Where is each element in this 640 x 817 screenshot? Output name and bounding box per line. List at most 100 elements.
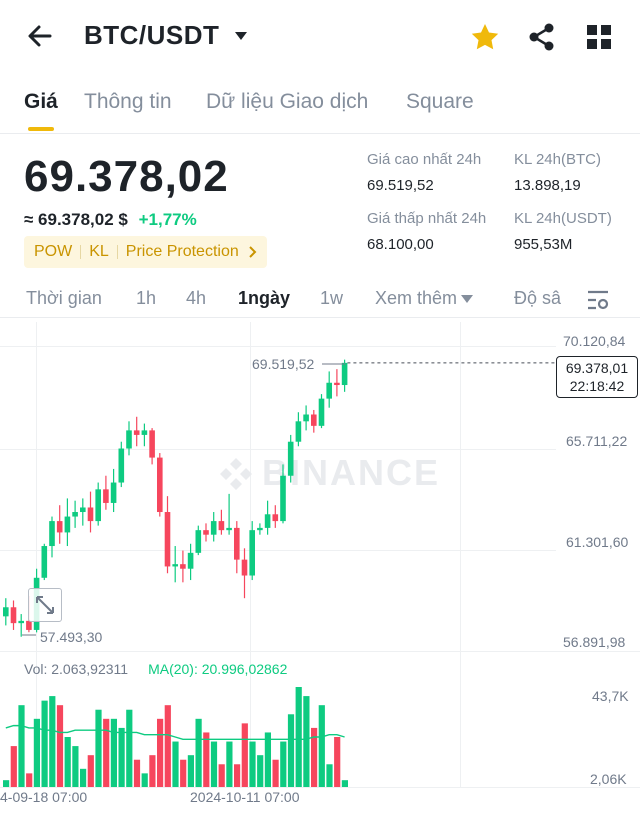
volume-bar [210, 741, 218, 787]
volume-legend: Vol: 2.063,92311 MA(20): 20.996,02862 [24, 661, 287, 677]
volume-bar [41, 700, 48, 787]
chart-settings-icon[interactable] [586, 288, 610, 312]
price-axis-label: 56.891,98 [563, 634, 626, 650]
high-24h-value: 69.519,52 [367, 177, 434, 194]
candle-body [64, 516, 71, 533]
candle-body [49, 521, 55, 547]
volume-bar [80, 768, 87, 787]
candle-body [95, 489, 101, 522]
volume-bar [326, 764, 333, 787]
volume-bar [257, 755, 264, 787]
volume-bar [87, 755, 94, 787]
grid-line [0, 550, 556, 551]
candle-body [303, 414, 309, 422]
candle-countdown: 22:18:42 [569, 378, 625, 394]
candle-body [103, 489, 109, 503]
low-marker-label: 57.493,30 [40, 629, 103, 645]
candle-body [195, 530, 202, 553]
volume-bar [18, 705, 25, 787]
pair-selector[interactable]: BTC/USDT [84, 20, 249, 51]
candle-body [226, 527, 232, 531]
pair-title: BTC/USDT [84, 20, 220, 50]
tag-strip[interactable]: POW KL Price Protection [24, 236, 267, 268]
grid-line [36, 322, 37, 788]
volume-bar [95, 709, 102, 787]
interval-bar: Thời gian 1h 4h 1ngày 1w Xem thêm Độ sâ [0, 282, 640, 318]
volume-bar [33, 718, 40, 787]
caret-down-icon [461, 295, 474, 304]
interval-more-label: Xem thêm [375, 288, 458, 308]
interval-1w[interactable]: 1w [320, 288, 344, 308]
tag-pow: POW [34, 243, 73, 260]
volume-bar [226, 741, 233, 787]
ma20-line [5, 724, 345, 740]
volume-bar [126, 709, 133, 787]
volume-bar [249, 741, 256, 787]
grid-line [0, 787, 640, 788]
tag-kl: KL [89, 243, 109, 260]
vol-btc-value: 13.898,19 [514, 177, 581, 194]
candle-body [264, 514, 271, 528]
vol-btc-label: KL 24h(BTC) [514, 151, 601, 168]
candle-body [311, 414, 317, 426]
volume-bar [141, 773, 148, 787]
tab-square[interactable]: Square [406, 90, 474, 113]
interval-4h[interactable]: 4h [186, 288, 207, 308]
candle-body [334, 382, 340, 386]
price-change: +1,77% [138, 210, 197, 229]
volume-bar [318, 705, 325, 787]
volume-bar [341, 780, 348, 787]
volume-bar [280, 741, 287, 787]
candle-body [141, 430, 148, 435]
candle-body [56, 521, 63, 533]
candle-body [164, 512, 171, 567]
low-24h-label: Giá thấp nhất 24h [367, 210, 487, 227]
candle-body [3, 607, 9, 617]
high-24h-label: Giá cao nhất 24h [367, 151, 482, 168]
volume-bar [149, 755, 156, 787]
candle-body [87, 507, 94, 522]
ma-value: MA(20): 20.996,02862 [148, 661, 288, 677]
tab-info[interactable]: Thông tin [84, 90, 172, 113]
price-axis-label: 61.301,60 [566, 534, 629, 550]
volume-bar [72, 746, 79, 787]
volume-bar [272, 759, 279, 787]
candle-body [110, 482, 117, 503]
interval-depth[interactable]: Độ sâ [514, 288, 562, 308]
caret-down-icon [235, 31, 248, 40]
candle-body [210, 521, 217, 535]
interval-1h[interactable]: 1h [136, 288, 157, 308]
candle-body [72, 512, 78, 517]
interval-time[interactable]: Thời gian [26, 288, 102, 308]
volume-bar [110, 718, 117, 787]
candlestick-chart [3, 359, 556, 787]
back-arrow-icon[interactable] [24, 20, 56, 52]
volume-bar [334, 737, 341, 787]
volume-bar [264, 732, 271, 787]
tab-trading-data[interactable]: Dữ liệu Giao dịch [206, 90, 369, 113]
volume-axis-label: 43,7K [592, 688, 629, 704]
interval-more[interactable]: Xem thêm [375, 288, 474, 309]
candle-body [234, 527, 240, 560]
volume-bar [56, 705, 64, 787]
tab-price[interactable]: Giá [24, 90, 58, 113]
tag-divider [80, 245, 82, 259]
candle-body [241, 559, 248, 576]
candle-body [80, 507, 86, 513]
candle-body [133, 430, 140, 435]
volume-bar [241, 723, 248, 787]
share-icon[interactable] [527, 22, 557, 52]
candle-body [257, 527, 263, 531]
expand-icon[interactable] [28, 588, 62, 622]
volume-bar [164, 705, 171, 787]
volume-bar [218, 764, 225, 787]
top-bar: BTC/USDT [0, 0, 640, 72]
candle-body [295, 421, 302, 442]
candle-body [41, 546, 48, 578]
grid-icon[interactable] [585, 23, 613, 51]
candle-body [249, 530, 255, 576]
star-icon[interactable] [470, 22, 500, 52]
interval-1d[interactable]: 1ngày [238, 288, 291, 308]
volume-bar [187, 755, 194, 787]
candle-body [157, 457, 163, 513]
